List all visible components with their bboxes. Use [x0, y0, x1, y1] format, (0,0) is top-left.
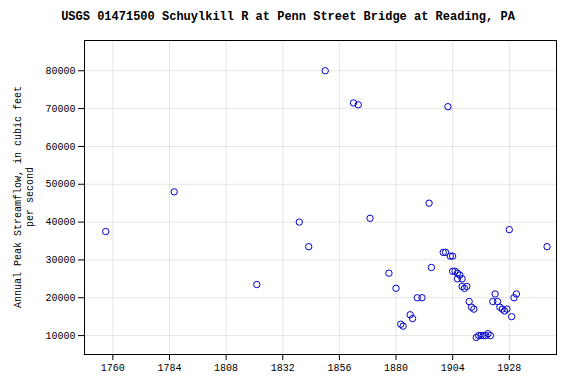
svg-text:40000: 40000 — [45, 217, 75, 228]
svg-text:10000: 10000 — [45, 331, 75, 342]
svg-text:1784: 1784 — [157, 363, 181, 374]
svg-text:60000: 60000 — [45, 142, 75, 153]
svg-text:80000: 80000 — [45, 66, 75, 77]
svg-text:20000: 20000 — [45, 293, 75, 304]
svg-text:1808: 1808 — [214, 363, 238, 374]
svg-text:1880: 1880 — [384, 363, 408, 374]
html-text:USGS 01471500 Schuylkill R at: USGS 01471500 Schuylkill R at Penn Stree… — [61, 10, 515, 24]
svg-text:1760: 1760 — [101, 363, 125, 374]
svg-text:1904: 1904 — [441, 363, 465, 374]
svg-text:70000: 70000 — [45, 104, 75, 115]
svg-text:Annual Peak Streamflow, in cub: Annual Peak Streamflow, in cubic feetper… — [13, 86, 36, 308]
svg-text:1832: 1832 — [271, 363, 295, 374]
svg-text:30000: 30000 — [45, 255, 75, 266]
svg-text:50000: 50000 — [45, 179, 75, 190]
svg-text:1928: 1928 — [497, 363, 521, 374]
svg-text:1856: 1856 — [327, 363, 351, 374]
